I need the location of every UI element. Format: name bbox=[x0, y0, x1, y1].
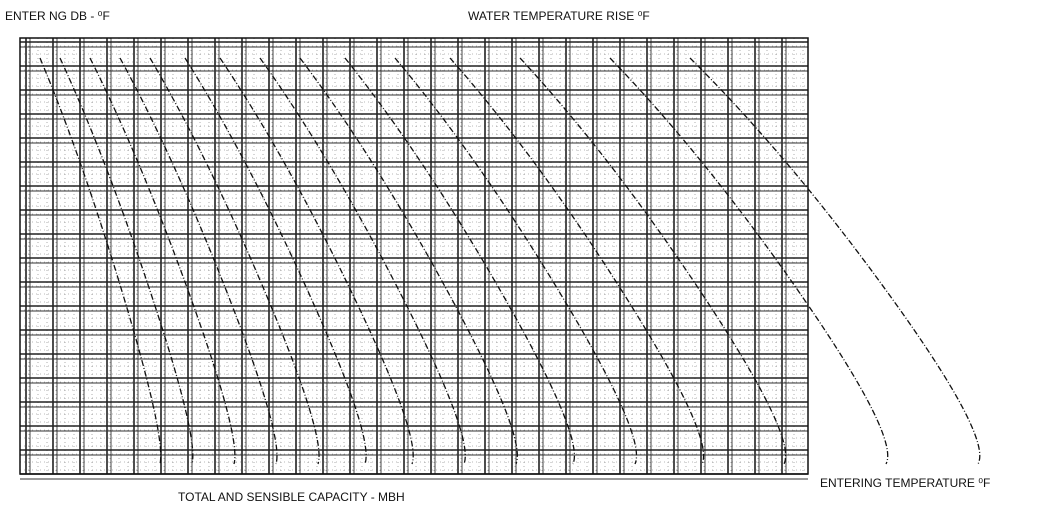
curve bbox=[394, 57, 638, 465]
curve bbox=[344, 57, 576, 465]
curve bbox=[59, 57, 194, 465]
curve bbox=[609, 57, 889, 465]
frame bbox=[19, 37, 809, 475]
top-left-label: ENTER NG DB - ⁰F bbox=[5, 9, 110, 23]
curve bbox=[184, 57, 367, 465]
curve bbox=[449, 57, 705, 465]
bottom-label: TOTAL AND SENSIBLE CAPACITY - MBH bbox=[178, 490, 405, 504]
curve bbox=[149, 57, 320, 465]
curve bbox=[219, 57, 414, 465]
curve bbox=[89, 57, 236, 465]
curve bbox=[39, 57, 162, 465]
curve bbox=[299, 57, 518, 465]
right-label: ENTERING TEMPERATURE ⁰F bbox=[820, 476, 991, 490]
top-right-label: WATER TEMPERATURE RISE ⁰F bbox=[468, 9, 650, 23]
curve bbox=[519, 57, 787, 465]
curve bbox=[119, 57, 278, 465]
